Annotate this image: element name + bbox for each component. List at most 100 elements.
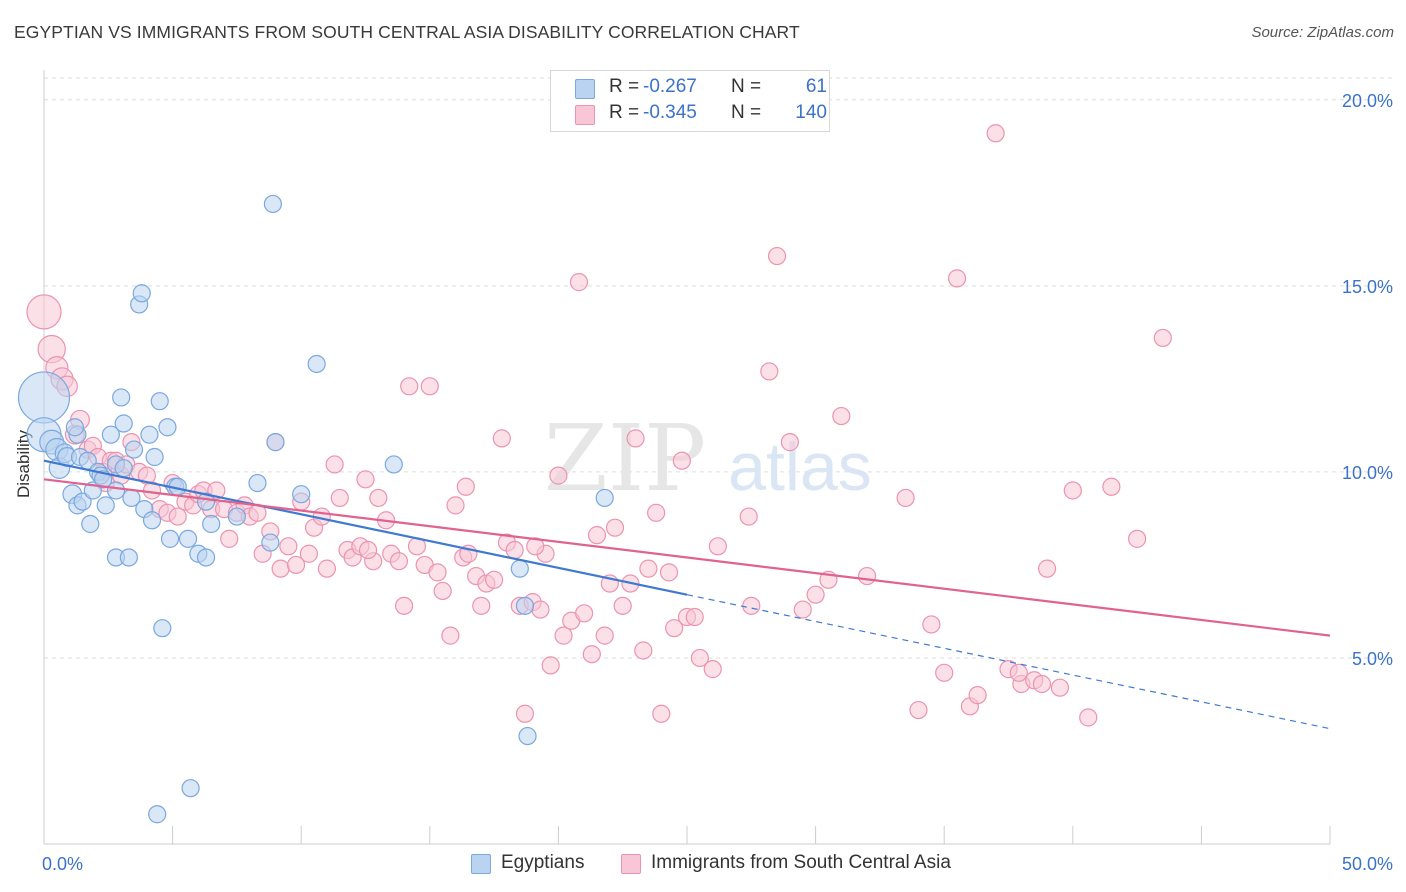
- egyptians-point: [595, 488, 614, 508]
- immigrants-point: [672, 451, 691, 470]
- egyptians-point: [292, 485, 311, 504]
- immigrants-point: [690, 648, 709, 668]
- immigrants-point: [613, 596, 632, 615]
- egyptians-point: [124, 440, 144, 459]
- egyptians-point: [178, 529, 198, 548]
- immigrants-point: [1079, 708, 1098, 727]
- immigrants-point: [857, 566, 877, 586]
- egyptians-point: [112, 388, 131, 407]
- r-label: R =: [609, 102, 640, 123]
- egyptians-point: [73, 492, 92, 511]
- egyptians-point: [227, 507, 246, 526]
- immigrants-point: [515, 704, 535, 723]
- n-value: 61: [805, 76, 827, 97]
- immigrants-point: [286, 555, 306, 575]
- immigrants-point: [356, 470, 375, 489]
- immigrants-point: [26, 294, 62, 330]
- immigrants-point: [832, 406, 851, 426]
- trend-lines: [43, 459, 1331, 730]
- immigrants-point: [639, 559, 658, 578]
- n-label: N =: [731, 76, 762, 97]
- immigrants-point: [1153, 328, 1172, 348]
- immigrants-point: [549, 466, 568, 485]
- egyptians-point: [114, 459, 133, 478]
- egyptians-point: [101, 425, 120, 444]
- egyptians-point: [160, 529, 180, 548]
- egyptians-point: [181, 779, 200, 798]
- x-tick-label: 0.0%: [42, 854, 83, 874]
- egyptians-trend-line: [43, 459, 688, 596]
- immigrants-point: [420, 377, 439, 396]
- immigrants-point: [626, 429, 645, 448]
- egyptians-point: [202, 514, 221, 534]
- egyptians-point: [307, 354, 326, 374]
- immigrants-point: [428, 563, 447, 582]
- immigrants-swatch: [621, 854, 641, 874]
- immigrants-point: [947, 269, 967, 288]
- n-value: 140: [795, 102, 827, 123]
- immigrants-point: [526, 537, 545, 556]
- immigrants-point: [968, 686, 987, 705]
- immigrants-point: [793, 600, 812, 619]
- y-tick-label: 10.0%: [1342, 463, 1393, 483]
- immigrants-point: [742, 596, 761, 615]
- egyptians-point: [114, 414, 133, 433]
- immigrants-point: [665, 619, 684, 638]
- gridlines: [44, 77, 1392, 659]
- immigrants-point: [325, 455, 344, 474]
- series-legend: Egyptians Immigrants from South Central …: [0, 852, 1406, 878]
- immigrants-point: [708, 537, 727, 556]
- immigrants-point: [986, 124, 1005, 143]
- egyptians-point: [148, 805, 167, 824]
- egyptians-point: [142, 511, 162, 530]
- egyptians-point: [515, 596, 535, 615]
- egyptians-point: [510, 559, 529, 578]
- immigrants-point: [634, 641, 653, 660]
- correlation-legend: R = -0.267 N = 61 R = -0.345 N = 140: [550, 70, 830, 132]
- egyptians-swatch: [471, 854, 491, 874]
- immigrants-point: [220, 529, 239, 548]
- immigrants-point: [1050, 678, 1070, 697]
- immigrants-point: [456, 477, 475, 496]
- immigrants-point: [299, 544, 319, 563]
- egyptians-point: [263, 194, 283, 214]
- immigrants-point: [780, 433, 799, 452]
- egyptians-point: [266, 433, 285, 452]
- immigrants-point: [659, 563, 679, 582]
- immigrants-point: [330, 488, 349, 508]
- immigrants-point: [909, 700, 928, 720]
- immigrants-point: [492, 429, 511, 448]
- immigrants-point: [531, 600, 550, 619]
- immigrants-point: [317, 559, 337, 578]
- data-points: [17, 124, 1172, 824]
- immigrants-point: [647, 503, 666, 522]
- y-tick-label: 5.0%: [1352, 649, 1393, 669]
- egyptians-point: [261, 533, 280, 552]
- immigrants-point: [472, 596, 491, 615]
- r-value: -0.267: [643, 76, 697, 97]
- immigrants-point: [703, 660, 722, 679]
- chart-title: EGYPTIAN VS IMMIGRANTS FROM SOUTH CENTRA…: [14, 22, 800, 42]
- egyptians-point: [132, 284, 151, 303]
- legend-label: Egyptians: [501, 852, 585, 873]
- egyptians-point: [145, 447, 164, 467]
- immigrants-point: [1009, 663, 1028, 682]
- egyptians-point: [106, 481, 126, 500]
- immigrants-point: [1063, 481, 1082, 500]
- immigrants-point: [1037, 559, 1057, 578]
- immigrants-point: [389, 552, 409, 571]
- immigrants-point: [541, 656, 560, 675]
- immigrants-point: [1032, 674, 1052, 694]
- immigrants-trend-line: [43, 478, 1331, 637]
- immigrants-point: [739, 507, 758, 526]
- tick-labels: 5.0% 10.0% 15.0% 20.0% 0.0% 50.0%: [42, 91, 1393, 874]
- immigrants-point: [279, 537, 298, 556]
- immigrants-point: [922, 615, 941, 634]
- immigrants-point: [760, 362, 779, 381]
- r-value: -0.345: [643, 102, 697, 123]
- immigrants-point: [441, 626, 460, 645]
- axes: [43, 70, 1331, 845]
- egyptians-point: [96, 496, 115, 515]
- source-label: Source: ZipAtlas.com: [1251, 24, 1394, 41]
